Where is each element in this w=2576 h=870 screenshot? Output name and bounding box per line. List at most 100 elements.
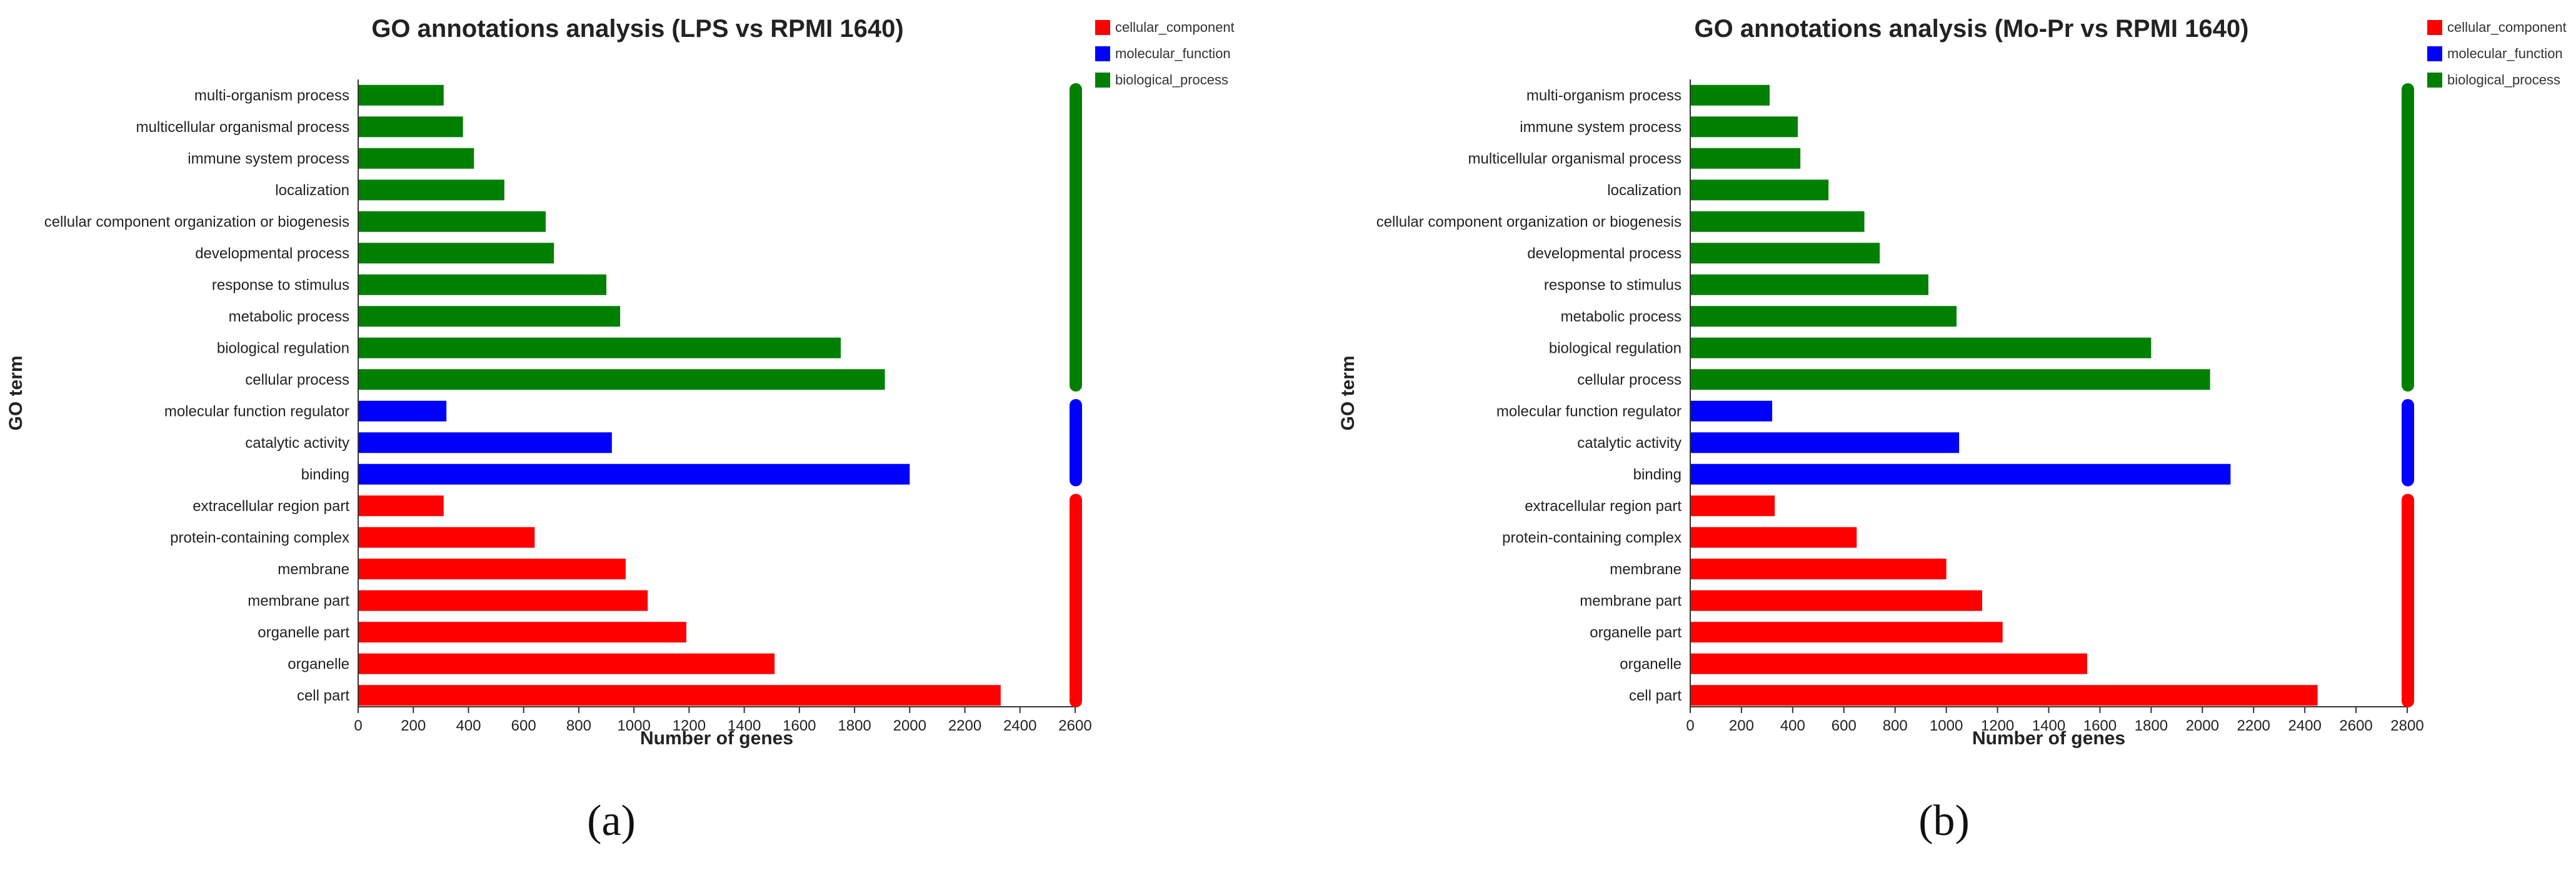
category-label: multicellular organismal process: [136, 119, 349, 136]
x-tick-label: 2200: [948, 717, 981, 734]
x-tick-label: 600: [1832, 717, 1857, 734]
bar-membrane: [1690, 559, 1947, 580]
bar-binding: [1690, 463, 2231, 485]
legend: cellular_component molecular_functionbiol…: [2427, 19, 2567, 88]
x-tick-label: 1600: [783, 717, 816, 734]
x-tick-label: 1000: [617, 717, 650, 734]
x-tick-label: 2600: [2339, 717, 2372, 734]
bar-cellular-component-organization-or-biogenesis: [1690, 211, 1865, 232]
category-label: cellular component organization or bioge…: [44, 213, 349, 230]
category-label: extracellular region part: [1525, 498, 1681, 515]
bar-response-to-stimulus: [358, 274, 607, 295]
x-tick-label: 1200: [1981, 717, 2014, 734]
legend-label: molecular_function: [2447, 46, 2563, 61]
chart-panel-b: GO annotations analysis (Mo-Pr vs RPMI 1…: [1338, 15, 2567, 845]
bar-protein-containing-complex: [358, 527, 535, 548]
bar-cell-part: [1690, 685, 2318, 706]
category-label: binding: [301, 466, 349, 483]
bar-immune-system-process: [358, 148, 474, 169]
chart-title: GO annotations analysis (Mo-Pr vs RPMI 1…: [1695, 15, 2249, 43]
bar-metabolic-process: [358, 306, 621, 327]
x-tick-label: 400: [1780, 717, 1805, 734]
category-label: cellular process: [245, 372, 349, 388]
category-label: biological regulation: [217, 340, 349, 357]
category-label: organelle part: [258, 624, 349, 641]
group-bar-cellular_component: [1070, 493, 1082, 707]
bar-molecular-function-regulator: [358, 400, 447, 422]
category-label: protein-containing complex: [1502, 529, 1681, 546]
category-label: molecular function regulator: [1496, 403, 1681, 420]
bar-immune-system-process: [1690, 116, 1798, 138]
category-label: response to stimulus: [1544, 276, 1681, 293]
bar-cellular-component-organization-or-biogenesis: [358, 211, 546, 232]
category-label: extracellular region part: [193, 498, 349, 515]
category-label: cellular process: [1577, 372, 1681, 388]
category-label: multicellular organismal process: [1468, 150, 1681, 167]
x-tick-label: 200: [401, 717, 426, 734]
legend-swatch-cellular_component: [2427, 20, 2442, 35]
legend-swatch-biological_process: [2427, 73, 2442, 88]
x-tick-label: 800: [1883, 717, 1908, 734]
bar-localization: [1690, 180, 1829, 201]
x-tick-label: 2200: [2237, 717, 2270, 734]
x-axis-label: Number of genes: [640, 728, 793, 749]
x-tick-label: 1800: [2135, 717, 2168, 734]
chart-title: GO annotations analysis (LPS vs RPMI 164…: [371, 15, 903, 43]
category-label: localization: [275, 182, 349, 199]
category-label: molecular function regulator: [164, 403, 349, 420]
category-label: immune system process: [188, 150, 349, 167]
group-bar-biological_process: [1070, 83, 1082, 392]
bar-biological-regulation: [358, 337, 841, 358]
category-label: developmental process: [195, 245, 349, 262]
bar-developmental-process: [358, 243, 554, 264]
x-axis-label: Number of genes: [1972, 728, 2125, 749]
group-bar-biological_process: [2402, 83, 2414, 392]
legend-swatch-cellular_component: [1095, 20, 1110, 35]
category-label: immune system process: [1520, 119, 1681, 136]
x-tick-label: 2000: [893, 717, 926, 734]
x-tick-label: 200: [1729, 717, 1754, 734]
x-tick-label: 0: [1686, 717, 1694, 734]
legend: cellular_component molecular_functionbiol…: [1095, 19, 1235, 88]
panel-label: (b): [1918, 797, 1970, 845]
bar-cellular-process: [1690, 369, 2210, 390]
category-label: metabolic process: [229, 308, 349, 325]
bar-binding: [358, 463, 910, 485]
bar-biological-regulation: [1690, 337, 2152, 358]
category-label: organelle: [288, 655, 349, 672]
x-tick-label: 2000: [2186, 717, 2219, 734]
x-tick-label: 400: [456, 717, 481, 734]
category-label: catalytic activity: [1577, 435, 1681, 452]
legend-label: biological_process: [1115, 72, 1228, 88]
category-label: organelle: [1620, 655, 1681, 672]
legend-swatch-molecular_function: [1095, 46, 1110, 61]
group-bar-cellular_component: [2402, 493, 2414, 707]
x-tick-label: 1800: [838, 717, 871, 734]
x-tick-label: 1400: [728, 717, 761, 734]
group-bar-molecular_function: [1070, 399, 1082, 487]
bar-cellular-process: [358, 369, 885, 390]
bar-multi-organism-process: [358, 84, 444, 106]
bar-localization: [358, 180, 504, 201]
category-label: protein-containing complex: [170, 529, 349, 546]
bar-organelle-part: [1690, 622, 2003, 643]
category-label: membrane part: [248, 592, 349, 609]
legend-label: molecular_function: [1115, 46, 1231, 61]
category-label: membrane part: [1580, 592, 1681, 609]
legend-label: cellular_component: [2447, 19, 2567, 35]
chart-panel-a: GO annotations analysis (LPS vs RPMI 164…: [6, 15, 1235, 845]
bar-molecular-function-regulator: [1690, 400, 1773, 422]
legend-label: biological_process: [2447, 72, 2560, 88]
x-tick-label: 800: [566, 717, 591, 734]
x-tick-label: 1000: [1930, 717, 1963, 734]
x-tick-label: 2400: [2288, 717, 2321, 734]
y-axis-label: GO term: [1338, 355, 1358, 430]
category-label: cell part: [1629, 687, 1681, 704]
bar-multi-organism-process: [1690, 84, 1770, 106]
x-tick-label: 2600: [1058, 717, 1091, 734]
y-axis-label: GO term: [6, 355, 26, 430]
category-label: multi-organism process: [194, 87, 349, 104]
x-tick-label: 0: [354, 717, 362, 734]
x-tick-label: 1400: [2032, 717, 2065, 734]
